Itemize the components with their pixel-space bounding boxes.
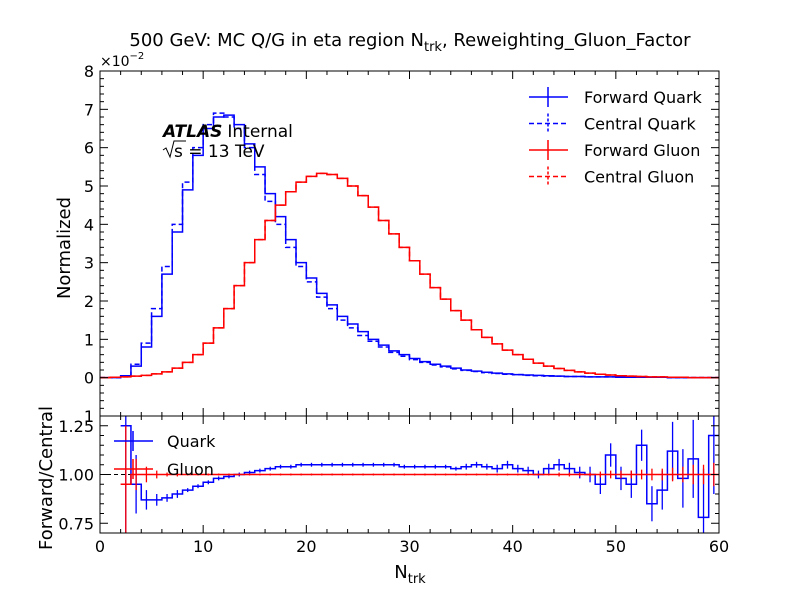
main-y-axis-label: Normalized [54, 197, 75, 299]
main-y-tick-label: 8 [84, 62, 94, 81]
ratio-panel: 0 10 20 30 40 50 60 0.75 1.00 1.25 Forward/Centra… [36, 406, 729, 556]
energy-label: s = 13 TeV [162, 140, 265, 162]
x-axis-label: Ntrk [394, 562, 426, 587]
y-offset-base: ×10 [100, 54, 130, 70]
main-y-tick-label: 0 [84, 369, 94, 388]
x-tick-label: 40 [502, 537, 522, 556]
series-central-quark [100, 112, 719, 379]
ratio-series-gluon [120, 473, 719, 485]
atlas-label-bold: ATLAS [161, 122, 222, 142]
y-offset-exponent: −2 [130, 51, 145, 62]
main-plot-area [100, 112, 719, 379]
ratio-legend-item: Quark [114, 431, 216, 451]
atlas-label: ATLAS Internal [161, 122, 293, 142]
legend-label: Forward Quark [584, 88, 703, 107]
x-tick-label: 30 [399, 537, 419, 556]
legend-label: Central Gluon [584, 168, 694, 187]
ratio-series-group [100, 416, 719, 533]
main-legend: Forward Quark Central Quark Forward Gluon C… [529, 87, 703, 187]
ratio-y-tick-label: 0.75 [58, 514, 94, 533]
atlas-label-internal: Internal [227, 122, 293, 142]
main-y-tick-label: 6 [84, 139, 94, 158]
legend-item: Central Quark [529, 113, 696, 134]
main-y-tick-label: 4 [84, 215, 94, 234]
ratio-legend: Quark Gluon [114, 431, 216, 479]
chart-title-main: 500 GeV: MC Q/G in eta region N [129, 30, 424, 51]
ratio-y-axis-label: Forward/Central [36, 406, 57, 550]
ratio-legend-item: Gluon [114, 459, 214, 479]
y-offset-label: ×10−2 [100, 51, 144, 70]
main-y-tick-label: 5 [84, 177, 94, 196]
energy-root: s [174, 142, 183, 162]
x-axis-label-main: N [394, 562, 407, 583]
main-y-tick-label: 3 [84, 254, 94, 273]
legend-item: Forward Gluon [529, 140, 700, 160]
x-tick-label: 0 [95, 537, 105, 556]
legend-item: Central Gluon [529, 166, 694, 187]
main-ticks: 0 1 2 3 4 5 6 7 8 1 [84, 62, 720, 426]
ratio-legend-label: Gluon [167, 460, 214, 479]
legend-item: Forward Quark [529, 87, 703, 107]
x-tick-label: 20 [296, 537, 316, 556]
ratio-y-tick-label: 1.00 [58, 466, 94, 485]
chart-title-tail: , Reweighting_Gluon_Factor [442, 30, 691, 51]
series-forward-gluon [100, 172, 719, 379]
main-y-tick-label: 1 [84, 407, 94, 426]
energy-label-text: s = 13 TeV [174, 142, 265, 162]
x-axis-label-subscript: trk [408, 572, 426, 587]
ratio-plot-area [100, 416, 719, 533]
chart-title-subscript: trk [424, 40, 442, 55]
ratio-legend-label: Quark [167, 432, 216, 451]
x-tick-label: 10 [193, 537, 213, 556]
main-panel: 0 1 2 3 4 5 6 7 8 1 Normalized ATLAS Internal s = … [54, 62, 720, 426]
main-y-tick-label: 1 [84, 330, 94, 349]
x-tick-label: 50 [606, 537, 626, 556]
x-tick-label: 60 [709, 537, 729, 556]
main-y-tick-label: 7 [84, 100, 94, 119]
main-y-tick-label: 2 [84, 292, 94, 311]
ratio-series-quark [120, 425, 719, 519]
legend-label: Forward Gluon [584, 141, 700, 160]
energy-value: = 13 TeV [183, 142, 265, 162]
sqrt-symbol-icon [162, 140, 186, 159]
chart-title: 500 GeV: MC Q/G in eta region Ntrk, Rewe… [129, 30, 691, 55]
ratio-ticks: 0 10 20 30 40 50 60 0.75 1.00 1.25 [58, 416, 729, 556]
ratio-y-tick-label: 1.25 [58, 417, 94, 436]
legend-label: Central Quark [584, 115, 696, 134]
series-central-gluon [100, 172, 719, 379]
